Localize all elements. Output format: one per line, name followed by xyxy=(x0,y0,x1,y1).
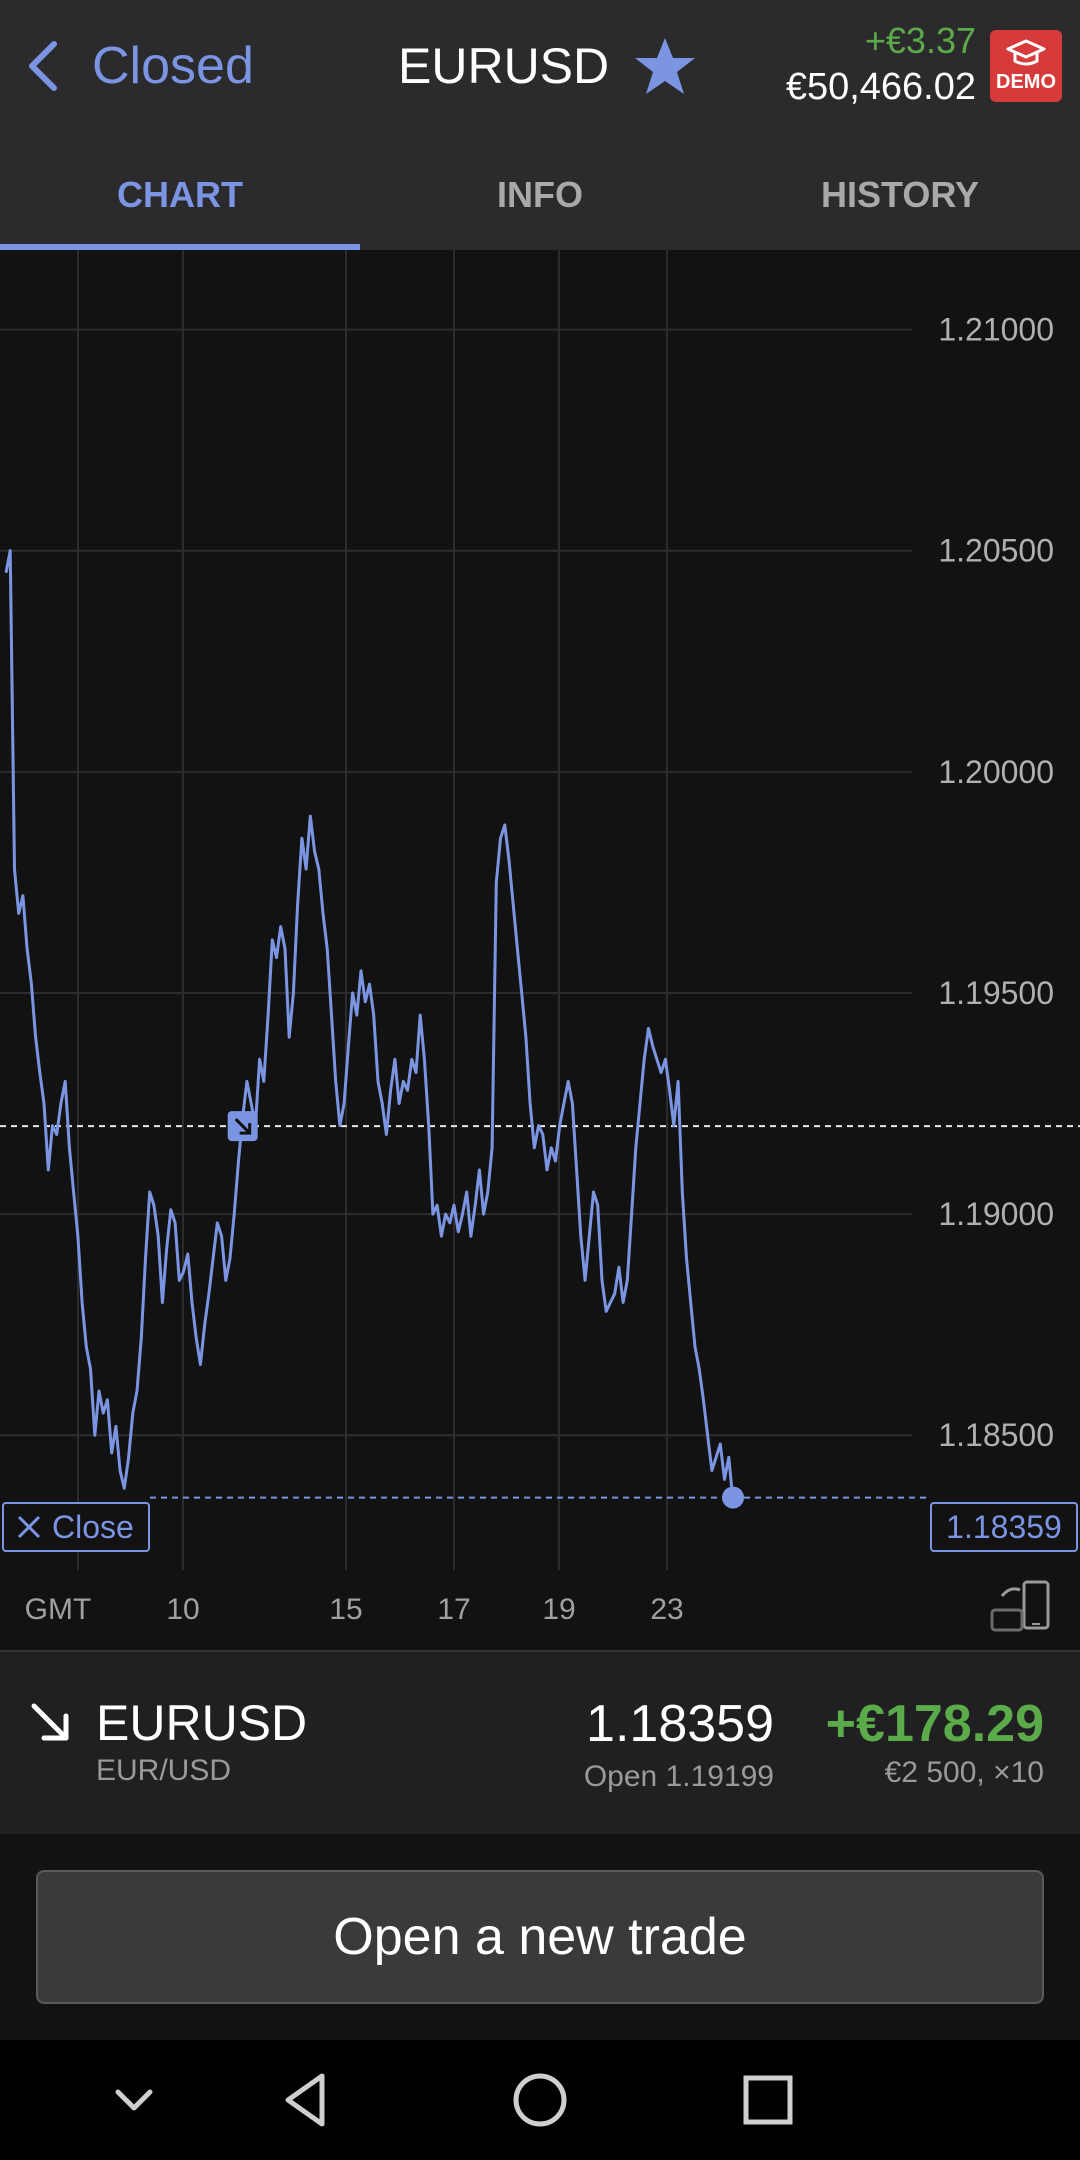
position-open-price: Open 1.19199 xyxy=(583,1760,774,1793)
rotate-device-icon[interactable] xyxy=(988,1580,1058,1638)
balance-amount: €50,466.02 xyxy=(785,66,976,108)
position-size: €2 500, ×10 xyxy=(884,1756,1044,1789)
instrument-title: EURUSD xyxy=(398,38,610,94)
demo-badge[interactable]: DEMO xyxy=(990,30,1062,102)
y-tick-label: 1.19500 xyxy=(938,975,1054,1011)
trade-entry-arrowhead xyxy=(239,1123,252,1135)
star-icon[interactable] xyxy=(633,34,697,98)
tab-history[interactable]: HISTORY xyxy=(820,174,980,215)
open-position-row[interactable]: EURUSD EUR/USD 1.18359 Open 1.19199 +€17… xyxy=(0,1650,1080,1834)
x-tick-label: 19 xyxy=(542,1593,575,1626)
x-tick-label: 23 xyxy=(650,1593,683,1626)
y-tick-label: 1.20000 xyxy=(938,754,1054,790)
back-button[interactable]: Closed xyxy=(24,30,254,102)
tab-info[interactable]: INFO xyxy=(497,174,583,215)
open-new-trade-button[interactable]: Open a new trade xyxy=(36,1870,1044,2004)
x-tick-label: 15 xyxy=(329,1593,362,1626)
back-triangle-icon[interactable] xyxy=(274,2066,342,2134)
position-pnl: +€178.29 xyxy=(825,1695,1044,1753)
tab-bar: CHART INFO HISTORY xyxy=(0,140,1080,250)
balance-change: +€3.37 xyxy=(864,20,976,61)
y-tick-label: 1.20500 xyxy=(938,533,1054,569)
top-bar: Closed EURUSD +€3.37 €50,466.02 DEMO xyxy=(0,0,1080,140)
price-series-line xyxy=(4,549,735,1502)
y-tick-label: 1.19000 xyxy=(938,1196,1054,1232)
position-pair: EUR/USD xyxy=(96,1754,232,1787)
y-tick-label: 1.21000 xyxy=(938,312,1054,348)
demo-label: DEMO xyxy=(996,70,1056,93)
instrument-header: EURUSD xyxy=(398,30,697,102)
current-price-dot xyxy=(722,1486,744,1509)
tab-chart[interactable]: CHART xyxy=(0,140,360,250)
close-position-button[interactable]: Close xyxy=(2,1502,150,1552)
chart-canvas[interactable]: GMT 10 15 17 19 23 1.21000 1.20500 1.20000 1.1950… xyxy=(0,250,1080,1650)
graduation-cap-icon xyxy=(1006,39,1046,65)
chevron-down-icon[interactable] xyxy=(100,2066,168,2134)
close-label: Close xyxy=(52,1508,134,1545)
y-tick-label: 1.18500 xyxy=(938,1417,1054,1453)
back-label: Closed xyxy=(92,37,254,95)
close-icon xyxy=(17,1515,41,1539)
position-symbol: EURUSD xyxy=(96,1695,308,1751)
recents-square-icon[interactable] xyxy=(734,2066,802,2134)
position-price: 1.18359 xyxy=(586,1695,774,1753)
account-balance: +€3.37 €50,466.02 xyxy=(786,18,976,110)
system-nav-bar xyxy=(0,2040,1080,2160)
cta-area: Open a new trade xyxy=(0,1834,1080,2040)
current-price-label: 1.18359 xyxy=(930,1502,1078,1552)
x-tick-label: 10 xyxy=(166,1593,199,1626)
x-tick-label: 17 xyxy=(437,1593,470,1626)
price-chart[interactable]: GMT 10 15 17 19 23 1.21000 1.20500 1.20000 1.1950… xyxy=(0,250,1080,1650)
x-tick-label: GMT xyxy=(25,1593,92,1626)
arrow-down-right-icon xyxy=(31,1703,69,1741)
home-circle-icon[interactable] xyxy=(506,2066,574,2134)
chevron-left-icon xyxy=(29,41,57,91)
trade-entry-arrow xyxy=(234,1118,251,1135)
